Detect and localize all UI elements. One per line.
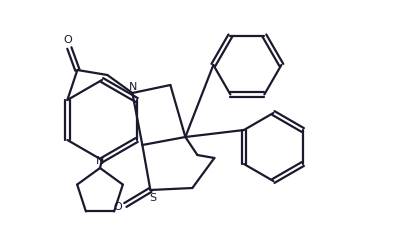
Text: N: N	[129, 82, 137, 92]
Text: O: O	[63, 35, 72, 45]
Text: O: O	[113, 202, 122, 212]
Text: S: S	[149, 193, 156, 203]
Text: N: N	[96, 156, 104, 166]
